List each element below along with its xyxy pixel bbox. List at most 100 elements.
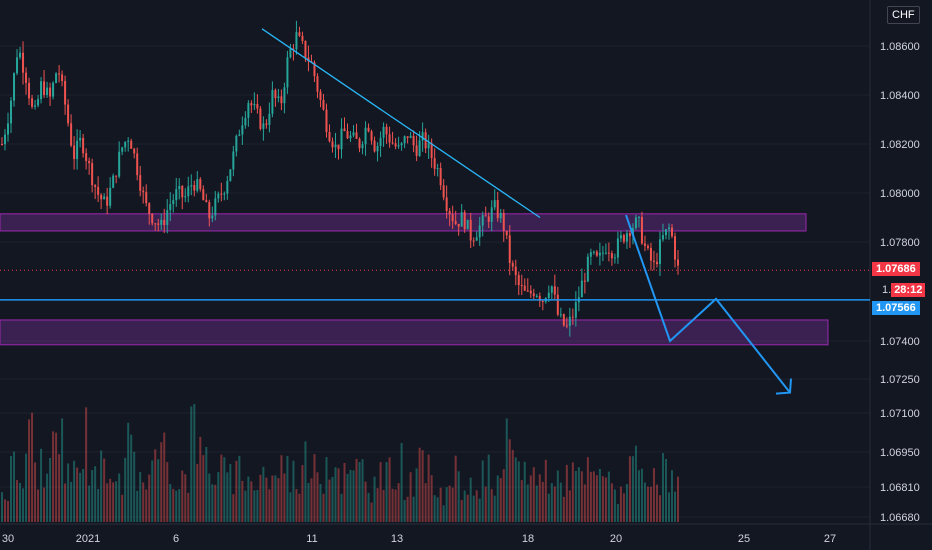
projection-arrowhead xyxy=(775,378,792,395)
candle-body xyxy=(457,223,460,227)
candle-body xyxy=(349,135,352,139)
volume-bar xyxy=(514,457,517,522)
candle-body xyxy=(268,113,271,125)
volume-bar xyxy=(652,468,655,522)
candle-body xyxy=(478,225,481,238)
candle-body xyxy=(253,104,256,106)
volume-bar xyxy=(130,434,133,522)
volume-bar xyxy=(271,475,274,522)
volume-bar xyxy=(403,499,406,522)
volume-bar xyxy=(421,450,424,522)
candle-body xyxy=(571,316,574,318)
volume-bar xyxy=(61,418,64,522)
volume-bar xyxy=(439,487,442,522)
volume-bar xyxy=(559,482,562,522)
candle-body xyxy=(592,251,595,253)
volume-bar xyxy=(448,485,451,522)
currency-button[interactable]: CHF xyxy=(887,6,920,24)
volume-bar xyxy=(55,432,58,522)
volume-bar xyxy=(643,482,646,522)
candle-body xyxy=(106,196,109,206)
volume-bar xyxy=(13,451,16,522)
candle-body xyxy=(448,210,451,215)
candle-body xyxy=(79,137,82,141)
volume-bar xyxy=(259,474,262,522)
volume-bar xyxy=(340,493,343,522)
candle-body xyxy=(385,126,388,135)
volume-bar xyxy=(493,495,496,522)
candle-body xyxy=(115,175,118,177)
volume-bar xyxy=(118,473,121,522)
time-tick-label: 18 xyxy=(522,533,534,545)
candle-body xyxy=(481,215,484,226)
candle-body xyxy=(169,204,172,211)
candle-body xyxy=(514,266,517,276)
volume-bar xyxy=(313,454,316,522)
volume-bar xyxy=(136,490,139,522)
candle-body xyxy=(190,185,193,187)
volume-bar xyxy=(91,470,94,522)
volume-bar xyxy=(343,462,346,522)
volume-bar xyxy=(256,489,259,522)
candle-body xyxy=(649,247,652,261)
candle-body xyxy=(304,40,307,58)
candle-body xyxy=(172,200,175,205)
volume-bar xyxy=(154,449,157,522)
volume-bar xyxy=(94,466,97,522)
candle-body xyxy=(220,193,223,195)
volume-bar xyxy=(391,488,394,522)
candle-body xyxy=(574,302,577,318)
candle-body xyxy=(616,238,619,258)
volume-bar xyxy=(394,489,397,522)
volume-bar xyxy=(49,457,52,522)
volume-bar xyxy=(412,496,415,522)
candle-body xyxy=(118,151,121,177)
candle-body xyxy=(367,127,370,132)
volume-bar xyxy=(247,476,250,522)
volume-bar xyxy=(235,460,238,522)
candle-body xyxy=(211,215,214,219)
candle-body xyxy=(376,146,379,152)
candle-body xyxy=(430,143,433,159)
volume-bar xyxy=(100,450,103,522)
volume-bar xyxy=(244,490,247,522)
volume-bar xyxy=(283,473,286,522)
candlesticks xyxy=(1,20,679,337)
volume-bar xyxy=(589,471,592,522)
candle-body xyxy=(406,136,409,138)
volume-bar xyxy=(310,478,313,522)
candle-body xyxy=(505,230,508,236)
volume-bar xyxy=(124,457,127,522)
candle-body xyxy=(484,215,487,217)
candle-body xyxy=(208,201,211,219)
volume-bar xyxy=(571,462,574,522)
price-zone xyxy=(0,213,807,232)
volume-bar xyxy=(622,493,625,522)
candle-body xyxy=(34,105,37,107)
volume-bar xyxy=(547,493,550,522)
volume-bar xyxy=(19,483,22,522)
volume-bar xyxy=(661,453,664,522)
volume-bar xyxy=(502,469,505,522)
candle-body xyxy=(598,252,601,256)
candle-body xyxy=(391,142,394,144)
candle-body xyxy=(613,257,616,259)
volume-bar xyxy=(355,458,358,522)
volume-bar xyxy=(214,484,217,522)
volume-bar xyxy=(409,472,412,522)
volume-bar xyxy=(46,473,49,522)
candle-body xyxy=(232,151,235,170)
candle-body xyxy=(364,127,367,145)
candle-body xyxy=(4,134,7,145)
volume-bar xyxy=(40,448,43,522)
candle-body xyxy=(529,290,532,294)
volume-bar xyxy=(67,463,70,522)
candle-body xyxy=(646,245,649,248)
candle-body xyxy=(538,295,541,301)
candle-body xyxy=(361,144,364,149)
volume-bar xyxy=(301,465,304,522)
candle-body xyxy=(13,73,16,101)
